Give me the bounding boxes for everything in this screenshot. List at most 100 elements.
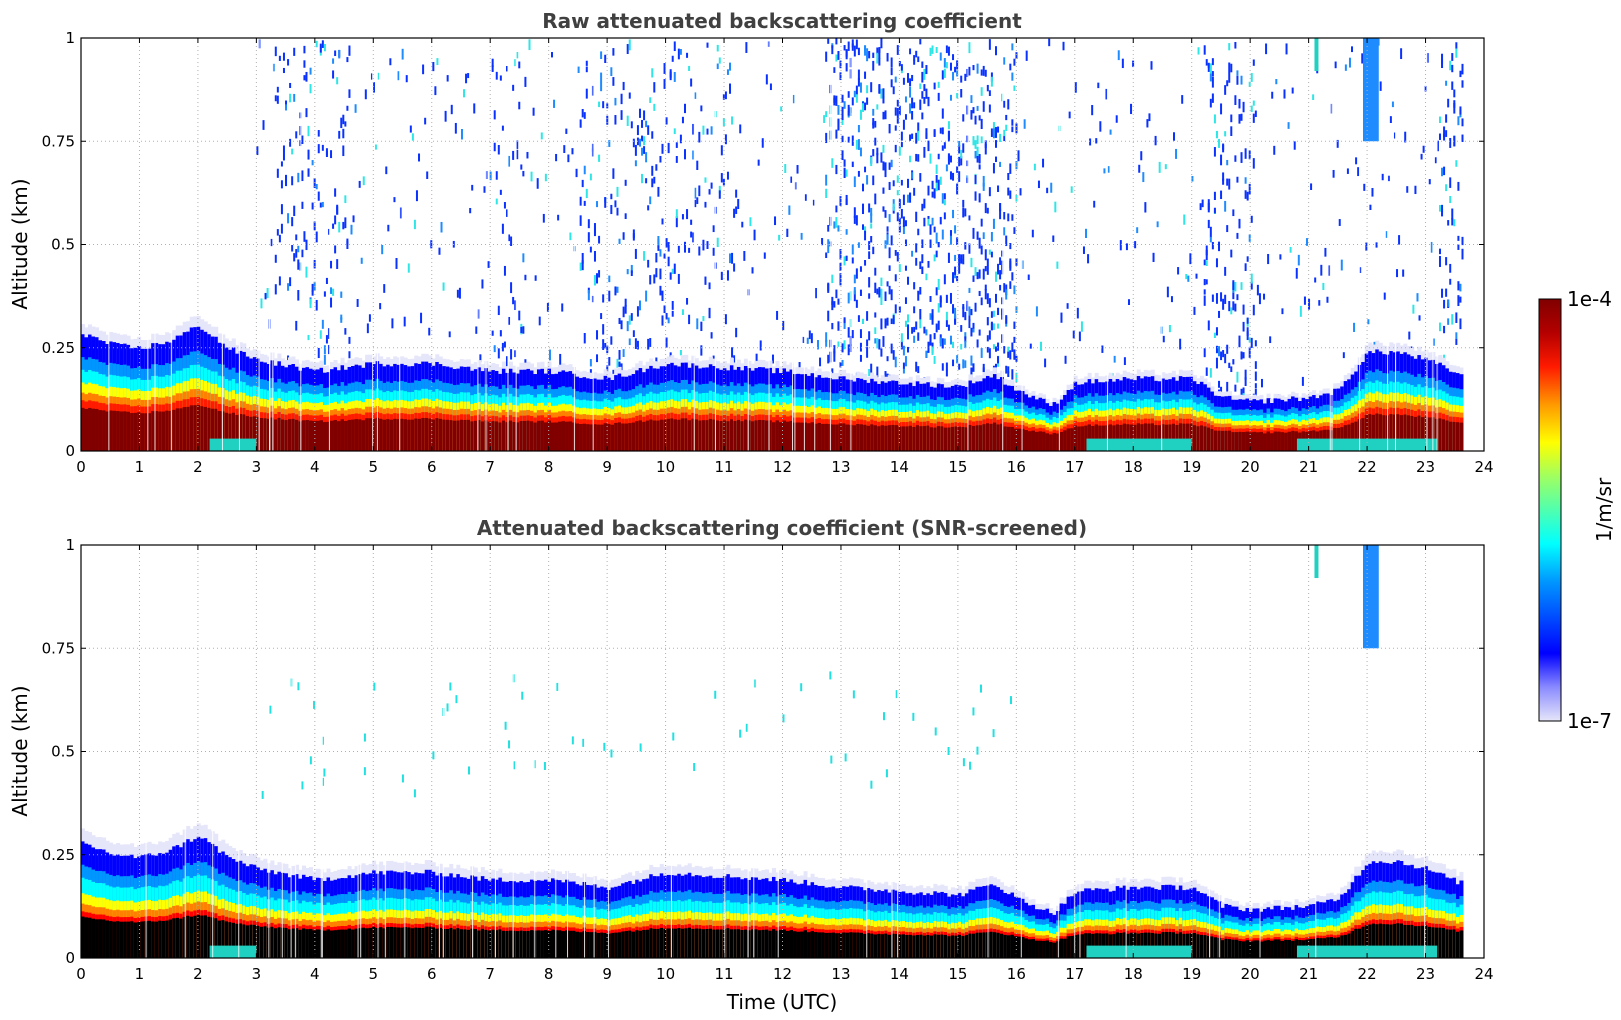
aerosol-layer-cell bbox=[1234, 432, 1239, 451]
aerosol-layer-cell bbox=[119, 411, 124, 451]
backscatter-speckle bbox=[784, 164, 787, 173]
backscatter-speckle bbox=[804, 194, 807, 201]
backscatter-speckle bbox=[943, 142, 946, 149]
backscatter-speckle bbox=[882, 88, 885, 99]
backscatter-speckle bbox=[375, 144, 378, 150]
backscatter-speckle bbox=[1408, 331, 1411, 340]
aerosol-layer-cell bbox=[631, 422, 636, 451]
backscatter-speckle bbox=[1119, 240, 1122, 251]
backscatter-speckle bbox=[503, 265, 506, 276]
backscatter-speckle bbox=[1265, 43, 1268, 55]
aerosol-layer-cell bbox=[891, 424, 896, 451]
backscatter-speckle bbox=[1453, 100, 1456, 108]
aerosol-layer-cell bbox=[1210, 429, 1215, 451]
backscatter-speckle bbox=[1224, 294, 1227, 304]
aerosol-layer-cell bbox=[487, 421, 492, 451]
backscatter-speckle bbox=[839, 278, 842, 286]
backscatter-speckle bbox=[1457, 235, 1460, 241]
backscatter-speckle bbox=[904, 297, 907, 304]
backscatter-speckle bbox=[1340, 259, 1343, 271]
backscatter-speckle bbox=[589, 246, 592, 253]
backscatter-speckle bbox=[659, 155, 662, 163]
backscatter-speckle bbox=[309, 84, 312, 94]
backscatter-speckle bbox=[1242, 321, 1245, 332]
backscatter-speckle bbox=[295, 131, 298, 139]
backscatter-speckle bbox=[669, 272, 672, 280]
backscatter-speckle bbox=[1418, 315, 1421, 321]
backscatter-speckle bbox=[1029, 343, 1032, 349]
backscatter-speckle bbox=[575, 168, 578, 178]
backscatter-speckle bbox=[555, 153, 558, 162]
aerosol-layer-cell bbox=[193, 405, 198, 451]
backscatter-speckle bbox=[1087, 254, 1090, 264]
backscatter-speckle bbox=[847, 344, 850, 356]
backscatter-speckle bbox=[960, 258, 963, 264]
backscatter-speckle bbox=[890, 79, 893, 88]
backscatter-speckle bbox=[947, 131, 950, 142]
aerosol-layer-cell bbox=[873, 425, 878, 451]
backscatter-speckle bbox=[945, 164, 948, 172]
backscatter-speckle bbox=[692, 123, 695, 135]
backscatter-speckle bbox=[952, 209, 955, 219]
backscatter-speckle bbox=[994, 271, 997, 282]
backscatter-speckle bbox=[939, 52, 942, 61]
data-gap bbox=[372, 38, 374, 451]
aerosol-layer-cell bbox=[196, 405, 201, 451]
backscatter-speckle bbox=[851, 257, 854, 264]
aerosol-layer-cell bbox=[529, 421, 534, 451]
backscatter-speckle bbox=[585, 88, 588, 99]
backscatter-speckle bbox=[945, 311, 948, 321]
backscatter-speckle bbox=[634, 248, 637, 259]
aerosol-layer-cell bbox=[1406, 415, 1411, 451]
backscatter-speckle bbox=[853, 274, 856, 284]
backscatter-speckle bbox=[1052, 235, 1055, 242]
backscatter-speckle bbox=[454, 122, 457, 134]
backscatter-speckle bbox=[1144, 202, 1147, 213]
backscatter-speckle bbox=[980, 218, 983, 227]
backscatter-speckle bbox=[624, 213, 627, 220]
backscatter-speckle bbox=[904, 239, 907, 247]
backscatter-speckle bbox=[927, 218, 930, 226]
backscatter-speckle bbox=[1007, 371, 1010, 377]
backscatter-speckle bbox=[788, 205, 791, 215]
backscatter-speckle bbox=[1199, 203, 1202, 211]
backscatter-speckle bbox=[1226, 381, 1229, 393]
aerosol-layer-cell bbox=[238, 414, 243, 451]
backscatter-speckle bbox=[745, 42, 748, 53]
backscatter-speckle bbox=[1285, 43, 1288, 55]
backscatter-speckle bbox=[463, 89, 466, 98]
aerosol-layer-cell bbox=[84, 408, 89, 451]
aerosol-layer-cell bbox=[617, 422, 622, 451]
backscatter-speckle bbox=[309, 298, 312, 309]
backscatter-speckle bbox=[282, 145, 285, 154]
backscatter-speckle bbox=[1224, 131, 1227, 137]
aerosol-layer-cell bbox=[431, 419, 436, 451]
aerosol-layer-cell bbox=[389, 419, 394, 451]
backscatter-speckle bbox=[418, 153, 421, 162]
backscatter-speckle bbox=[647, 125, 650, 135]
backscatter-speckle bbox=[864, 230, 867, 241]
backscatter-speckle bbox=[1226, 344, 1229, 354]
backscatter-speckle bbox=[612, 48, 615, 56]
backscatter-speckle bbox=[1459, 318, 1462, 330]
aerosol-layer-cell bbox=[1343, 425, 1348, 451]
backscatter-speckle bbox=[688, 65, 691, 71]
backscatter-speckle bbox=[334, 50, 337, 57]
aerosol-layer-cell bbox=[470, 421, 475, 451]
backscatter-speckle bbox=[927, 185, 930, 196]
backscatter-speckle bbox=[1250, 273, 1253, 284]
backscatter-speckle bbox=[943, 212, 946, 220]
aerosol-layer-cell bbox=[859, 424, 864, 451]
backscatter-speckle bbox=[372, 82, 375, 93]
backscatter-speckle bbox=[1215, 258, 1218, 268]
backscatter-speckle bbox=[888, 214, 891, 223]
backscatter-speckle bbox=[334, 188, 337, 197]
aerosol-layer-cell bbox=[319, 420, 324, 451]
backscatter-speckle bbox=[919, 83, 922, 90]
backscatter-speckle bbox=[1115, 115, 1118, 123]
backscatter-speckle bbox=[1232, 301, 1235, 311]
backscatter-speckle bbox=[923, 198, 926, 209]
backscatter-speckle bbox=[1109, 129, 1112, 135]
backscatter-speckle bbox=[309, 67, 312, 75]
aerosol-layer-cell bbox=[1059, 432, 1064, 451]
